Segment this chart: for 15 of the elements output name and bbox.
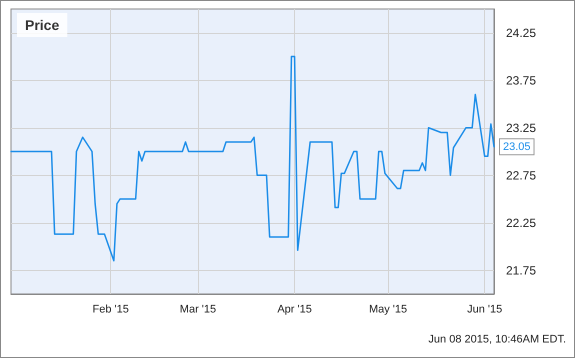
x-tick-label: Apr '15 [277, 304, 312, 316]
y-tick-label: 23.75 [506, 73, 536, 88]
line-series [10, 56, 495, 262]
y-tick-label: 21.75 [506, 263, 536, 278]
y-tick-label: 22.25 [506, 216, 536, 230]
x-tick-label: Feb '15 [92, 304, 129, 316]
annotation: 23.05 [503, 140, 531, 153]
y-tick-label: 22.75 [506, 168, 536, 182]
text: Price [25, 17, 60, 33]
x-tick-label: Jun '15 [467, 304, 502, 316]
y-tick-label: 24.25 [506, 26, 536, 40]
x-tick-label: Mar '15 [180, 304, 216, 316]
y-tick-label: 23.25 [506, 120, 536, 135]
text: Jun 08 2015, 10:46AM EDT. [428, 334, 566, 346]
x-tick-label: May '15 [368, 304, 408, 316]
